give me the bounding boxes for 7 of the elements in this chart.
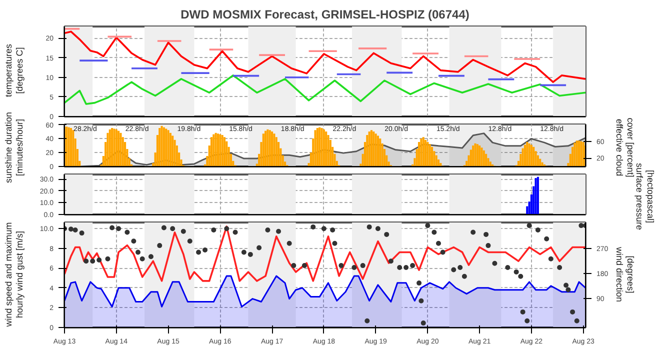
y2-axis-title: effective cloud cover [percent]: [614, 118, 636, 178]
y2-axis-title: wind direction [degrees]: [614, 246, 636, 302]
y-axis-title: sunshine duration [minutes/hour]: [4, 112, 24, 184]
y-axis-title: temperatures [degrees C]: [4, 43, 24, 98]
y-axis-title: wind speed and maximum hourly wind gust [m/s]: [4, 222, 24, 328]
y2-axis-title: surface pressure [hectopascal]: [634, 162, 656, 230]
chart-title: DWD MOSMIX Forecast, GRIMSEL-HOSPIZ (06744): [180, 8, 470, 22]
